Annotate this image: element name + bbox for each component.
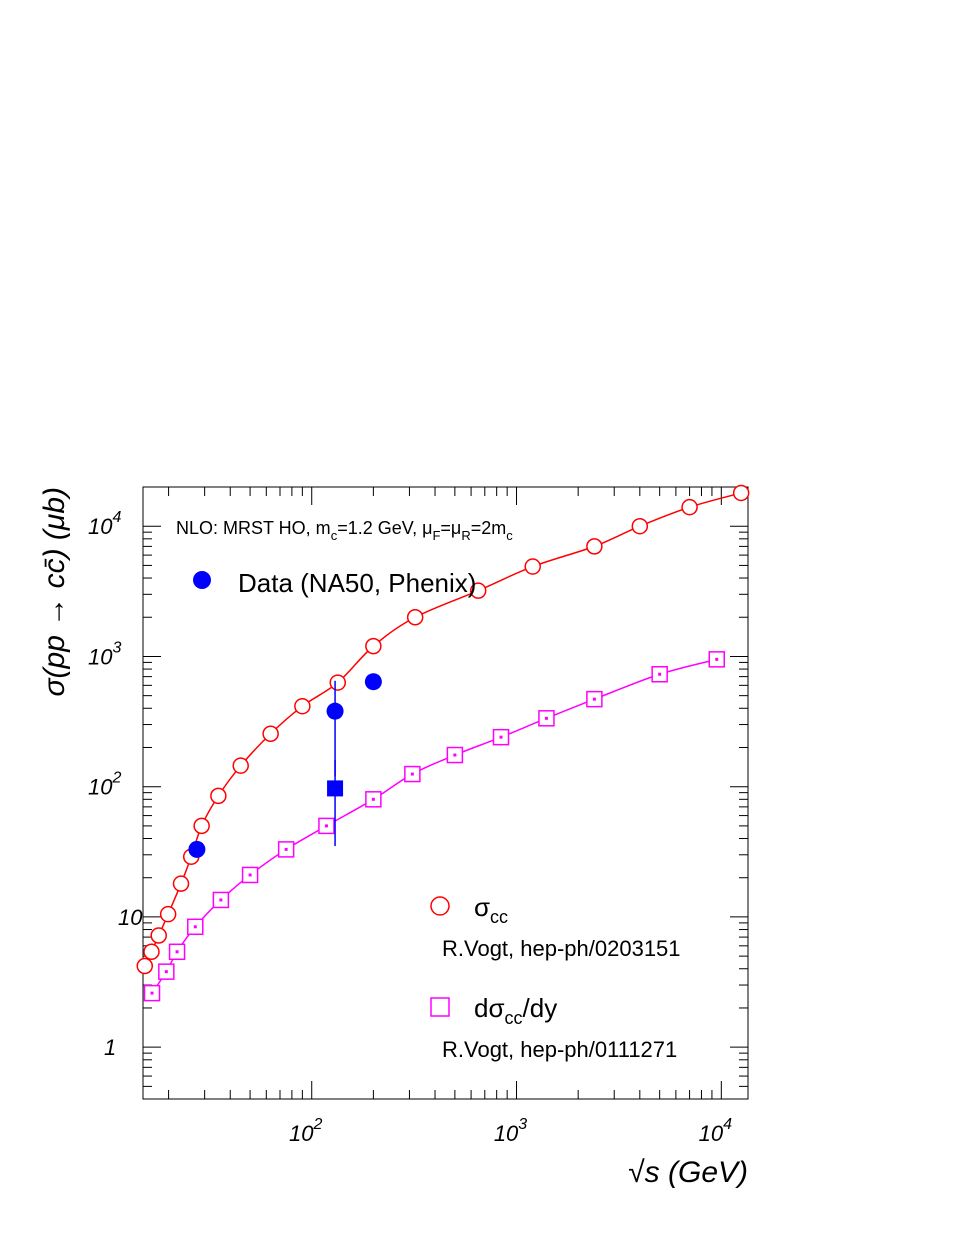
x-axis-title: √s (GeV) bbox=[628, 1156, 748, 1189]
x-tick-exp: 2 bbox=[313, 1116, 323, 1133]
dsigma-point-center bbox=[592, 697, 596, 701]
sigma-point bbox=[294, 697, 311, 715]
annotation-subscript: F bbox=[432, 528, 440, 543]
sigma-point bbox=[524, 558, 541, 575]
sigma-point bbox=[262, 725, 279, 742]
sigma-point bbox=[732, 484, 750, 502]
dsigma-point-center bbox=[248, 873, 252, 877]
sigma-point bbox=[143, 943, 160, 961]
y-tick-base: 10 bbox=[88, 514, 113, 539]
dsigma-point-center bbox=[324, 824, 328, 828]
annotation-text: NLO: MRST HO, mc=1.2 GeV, μF=μR=2mc bbox=[176, 518, 513, 543]
dsigma-point-center bbox=[658, 672, 662, 676]
sigma-point bbox=[232, 757, 249, 774]
sigma-point bbox=[136, 957, 154, 975]
dsigma-point-center bbox=[544, 716, 548, 720]
y-tick-exp: 2 bbox=[111, 770, 121, 787]
sigma-point bbox=[406, 608, 424, 626]
y-tick-exp: 4 bbox=[112, 509, 121, 526]
y-tick-base: 10 bbox=[118, 905, 143, 930]
sigma-point bbox=[365, 637, 382, 655]
data-point bbox=[188, 840, 206, 858]
dsigma-point-center bbox=[150, 991, 154, 995]
annotation-part: =2m bbox=[471, 518, 507, 538]
markers bbox=[136, 484, 750, 1002]
annotation-subscript: c bbox=[506, 528, 513, 543]
sigma-point bbox=[681, 498, 698, 516]
sigma-point bbox=[159, 905, 177, 923]
y-tick-label: 103 bbox=[88, 639, 121, 669]
legend: Data (NA50, Phenix) σcc R.Vogt, hep-ph/0… bbox=[193, 568, 681, 1062]
legend-data-marker bbox=[193, 571, 211, 589]
dsigma-point-center bbox=[193, 925, 197, 929]
annotation-part: =1.2 GeV, μ bbox=[337, 518, 432, 538]
y-tick-label: 1 bbox=[104, 1035, 116, 1060]
sigma-point bbox=[469, 582, 487, 599]
y-tick-label: 104 bbox=[88, 509, 121, 539]
dsigma-point-center bbox=[715, 657, 719, 661]
legend-data-label: Data (NA50, Phenix) bbox=[238, 568, 476, 598]
y-tick-base: 1 bbox=[104, 1035, 116, 1060]
data-point-square bbox=[327, 780, 344, 797]
legend-sigma-marker bbox=[430, 896, 450, 916]
x-tick-base: 10 bbox=[289, 1121, 314, 1146]
y-tick-base: 10 bbox=[88, 775, 113, 800]
y-axis-title: σ(pp → cc̄) (μb) bbox=[38, 487, 71, 697]
legend-sigma-ref: R.Vogt, hep-ph/0203151 bbox=[442, 936, 681, 961]
dsigma-point-center bbox=[219, 898, 223, 902]
sigma-point bbox=[329, 674, 347, 691]
x-tick-base: 10 bbox=[494, 1121, 519, 1146]
dsigma-point-center bbox=[164, 970, 168, 974]
annotation-part: =μ bbox=[440, 518, 461, 538]
annotation-subscript: R bbox=[461, 528, 470, 543]
legend-dsigma-marker bbox=[430, 997, 450, 1017]
x-tick-label: 104 bbox=[699, 1116, 732, 1146]
legend-dsigma-ref: R.Vogt, hep-ph/0111271 bbox=[442, 1037, 677, 1062]
x-tick-label: 102 bbox=[289, 1116, 322, 1146]
y-tick-label: 102 bbox=[88, 770, 121, 800]
sigma-point bbox=[193, 817, 210, 835]
x-tick-base: 10 bbox=[699, 1121, 724, 1146]
x-tick-exp: 4 bbox=[723, 1116, 732, 1133]
sigma-point bbox=[210, 787, 227, 805]
dsigma-point-center bbox=[499, 735, 503, 739]
legend-sigma-label: σcc bbox=[474, 892, 508, 927]
data-point bbox=[326, 702, 344, 720]
dsigma-point-center bbox=[371, 797, 375, 801]
sigma-point bbox=[631, 517, 649, 535]
sigma-point bbox=[150, 927, 167, 944]
y-tick-label: 10 bbox=[118, 905, 143, 930]
x-tick-exp: 3 bbox=[518, 1116, 527, 1133]
series-curve bbox=[151, 658, 717, 994]
annotation-subscript: c bbox=[331, 528, 338, 543]
x-tick-label: 103 bbox=[494, 1116, 527, 1146]
annotation-part: NLO: MRST HO, m bbox=[176, 518, 331, 538]
sigma-point bbox=[172, 875, 190, 892]
legend-dsigma-label: dσcc/dy bbox=[474, 993, 557, 1028]
dsigma-point-center bbox=[175, 950, 179, 954]
data-point bbox=[364, 673, 382, 691]
y-tick-exp: 3 bbox=[112, 639, 121, 656]
axis-ticks bbox=[143, 486, 748, 1100]
dsigma-point-center bbox=[453, 753, 457, 757]
y-tick-base: 10 bbox=[88, 644, 113, 669]
series-curve bbox=[144, 492, 742, 967]
dsigma-point-center bbox=[284, 847, 288, 851]
sigma-point bbox=[586, 538, 603, 555]
dsigma-point-center bbox=[410, 772, 414, 776]
